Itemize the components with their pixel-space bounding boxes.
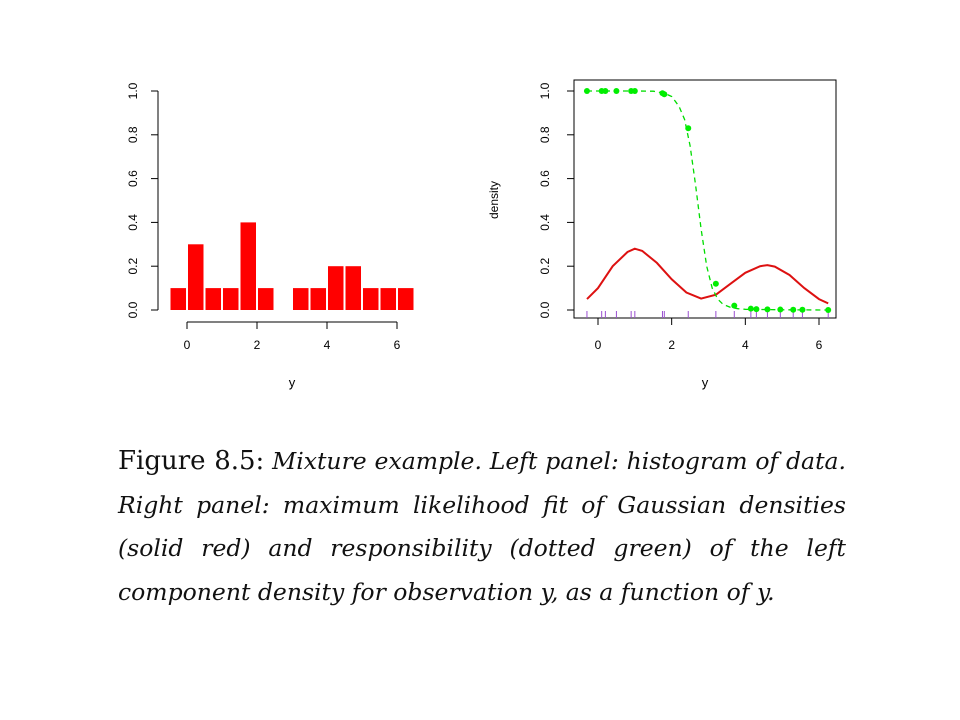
responsibility-point [613,88,620,94]
responsibility-point [747,305,754,312]
histogram-bar [398,288,414,310]
histogram-bar [328,266,344,310]
responsibility-point [731,302,738,309]
right-x-tick-label: 2 [668,338,675,352]
responsibility-point [583,88,590,94]
left-y-tick-label: 0.2 [126,258,140,275]
caption-label: Figure 8.5: [118,446,265,476]
histogram-bar [205,288,221,310]
responsibility-point [777,306,784,313]
histogram-bar [258,288,274,310]
left-x-axis-label: y [289,375,296,390]
responsibility-point [631,88,638,94]
density-lines [586,90,829,311]
right-x-tick-label: 0 [595,338,602,352]
responsibility-point [712,280,719,287]
histogram-bar [380,288,396,310]
right-x-ticks: 0 2 4 6 [595,318,823,352]
right-x-tick-label: 6 [816,338,823,352]
right-plot-box [573,79,837,319]
left-y-ticks: 0.0 0.2 0.4 0.6 0.8 1.0 [126,82,158,318]
responsibility-point [790,306,797,313]
left-x-tick-label: 4 [324,338,331,352]
histogram-bar [293,288,309,310]
right-y-tick-label: 0.4 [538,214,552,231]
left-y-tick-label: 0.6 [126,170,140,187]
right-y-tick-label: 1.0 [538,82,552,99]
left-x-tick-label: 0 [184,338,191,352]
responsibility-curve [587,90,829,311]
right-y-axis-label: density [487,181,501,219]
histogram-bar [345,266,361,310]
right-y-tick-label: 0.6 [538,170,552,187]
left-y-tick-label: 0.0 [126,301,140,318]
responsibility-point [799,306,806,313]
right-x-axis-label: y [702,375,709,390]
histogram-bar [223,288,239,310]
responsibility-points [583,88,832,313]
left-y-tick-label: 0.8 [126,126,140,143]
histogram-bar [170,288,186,310]
right-y-tick-label: 0.8 [538,126,552,143]
responsibility-point [602,88,609,94]
right-y-ticks: 0.0 0.2 0.4 0.6 0.8 1.0 [538,82,574,318]
caption-text: Mixture example. Left panel: histogram o… [118,447,846,606]
density-panel: 0.0 0.2 0.4 0.6 0.8 1.0 0 2 4 6 density y [487,79,837,390]
responsibility-point [764,306,771,313]
histogram-panel: 0.0 0.2 0.4 0.6 0.8 1.0 0 2 4 6 y [126,82,414,390]
left-x-tick-label: 6 [394,338,401,352]
histogram-bar [363,288,379,310]
histogram-bar [188,244,204,310]
density-curve [586,247,829,305]
responsibility-point [685,125,692,132]
right-x-tick-label: 4 [742,338,749,352]
right-y-tick-label: 0.2 [538,258,552,275]
responsibility-point [825,307,832,313]
right-y-tick-label: 0.0 [538,301,552,318]
histogram-bar [240,222,256,310]
left-y-tick-label: 1.0 [126,82,140,99]
left-x-tick-label: 2 [254,338,261,352]
responsibility-point [661,91,668,98]
figure-caption: Figure 8.5: Mixture example. Left panel:… [118,440,846,614]
histogram-bar [310,288,326,310]
responsibility-point [753,306,760,313]
left-y-tick-label: 0.4 [126,214,140,231]
left-x-ticks: 0 2 4 6 [184,322,401,352]
histogram-bars [170,222,414,310]
